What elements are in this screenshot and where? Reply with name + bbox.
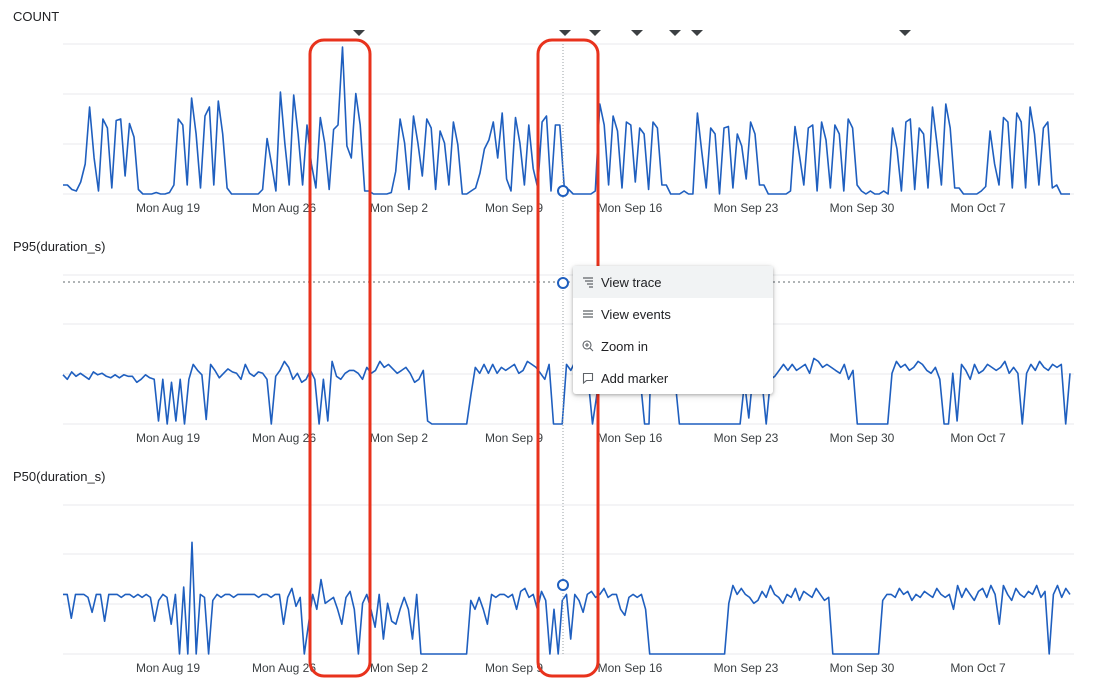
count-x-tick-label: Mon Aug 19 bbox=[136, 201, 200, 215]
marker-triangle bbox=[589, 30, 601, 36]
count-x-tick-label: Mon Sep 2 bbox=[370, 201, 428, 215]
hover-point bbox=[557, 277, 569, 289]
count-x-tick-label: Mon Sep 30 bbox=[830, 201, 895, 215]
trace-icon bbox=[581, 275, 595, 289]
p50-series-line bbox=[63, 541, 1071, 655]
menu-item-view-trace[interactable]: View trace bbox=[573, 266, 773, 298]
marker-triangle bbox=[559, 30, 571, 36]
context-menu: View trace View events Zoom in Add marke… bbox=[573, 266, 773, 394]
count-x-tick-label: Mon Aug 26 bbox=[252, 201, 316, 215]
p95-x-tick-label: Mon Sep 23 bbox=[714, 431, 779, 445]
marker-triangle bbox=[353, 30, 365, 36]
hover-point bbox=[557, 185, 569, 197]
p50-x-tick-label: Mon Oct 7 bbox=[950, 661, 1006, 675]
marker-icon bbox=[581, 371, 595, 385]
p50-x-tick-label: Mon Aug 26 bbox=[252, 661, 316, 675]
highlight-box bbox=[308, 38, 372, 678]
menu-item-zoom-in[interactable]: Zoom in bbox=[573, 330, 773, 362]
count-x-tick-label: Mon Sep 9 bbox=[485, 201, 543, 215]
p95-x-tick-label: Mon Aug 26 bbox=[252, 431, 316, 445]
list-icon bbox=[581, 307, 595, 321]
p50-x-tick-label: Mon Sep 9 bbox=[485, 661, 543, 675]
p95-x-tick-label: Mon Sep 9 bbox=[485, 431, 543, 445]
count-panel-title: COUNT bbox=[13, 9, 60, 24]
p95-x-tick-label: Mon Sep 2 bbox=[370, 431, 428, 445]
count-x-tick-label: Mon Sep 23 bbox=[714, 201, 779, 215]
p95-series-line bbox=[62, 289, 1071, 425]
count-x-tick-label: Mon Sep 16 bbox=[598, 201, 663, 215]
p95-x-tick-label: Mon Sep 16 bbox=[598, 431, 663, 445]
p95-panel-title: P95(duration_s) bbox=[13, 239, 106, 254]
p95-x-tick-label: Mon Sep 30 bbox=[830, 431, 895, 445]
hover-point bbox=[557, 579, 569, 591]
menu-item-add-marker[interactable]: Add marker bbox=[573, 362, 773, 394]
p50-x-tick-label: Mon Aug 19 bbox=[136, 661, 200, 675]
menu-item-label: View trace bbox=[601, 274, 662, 290]
marker-triangle bbox=[899, 30, 911, 36]
count-x-tick-label: Mon Oct 7 bbox=[950, 201, 1006, 215]
p50-panel-title: P50(duration_s) bbox=[13, 469, 106, 484]
p95-x-tick-label: Mon Oct 7 bbox=[950, 431, 1006, 445]
p50-x-tick-label: Mon Sep 16 bbox=[598, 661, 663, 675]
count-series-line bbox=[63, 46, 1070, 195]
menu-item-label: Add marker bbox=[601, 370, 669, 386]
p50-x-tick-label: Mon Sep 30 bbox=[830, 661, 895, 675]
marker-triangle bbox=[631, 30, 643, 36]
p50-x-tick-label: Mon Sep 23 bbox=[714, 661, 779, 675]
marker-triangle bbox=[669, 30, 681, 36]
zoom-in-icon bbox=[581, 339, 595, 353]
menu-item-label: Zoom in bbox=[601, 338, 648, 354]
p95-x-tick-label: Mon Aug 19 bbox=[136, 431, 200, 445]
p50-x-tick-label: Mon Sep 2 bbox=[370, 661, 428, 675]
menu-item-view-events[interactable]: View events bbox=[573, 298, 773, 330]
menu-item-label: View events bbox=[601, 306, 671, 322]
marker-triangle bbox=[691, 30, 703, 36]
